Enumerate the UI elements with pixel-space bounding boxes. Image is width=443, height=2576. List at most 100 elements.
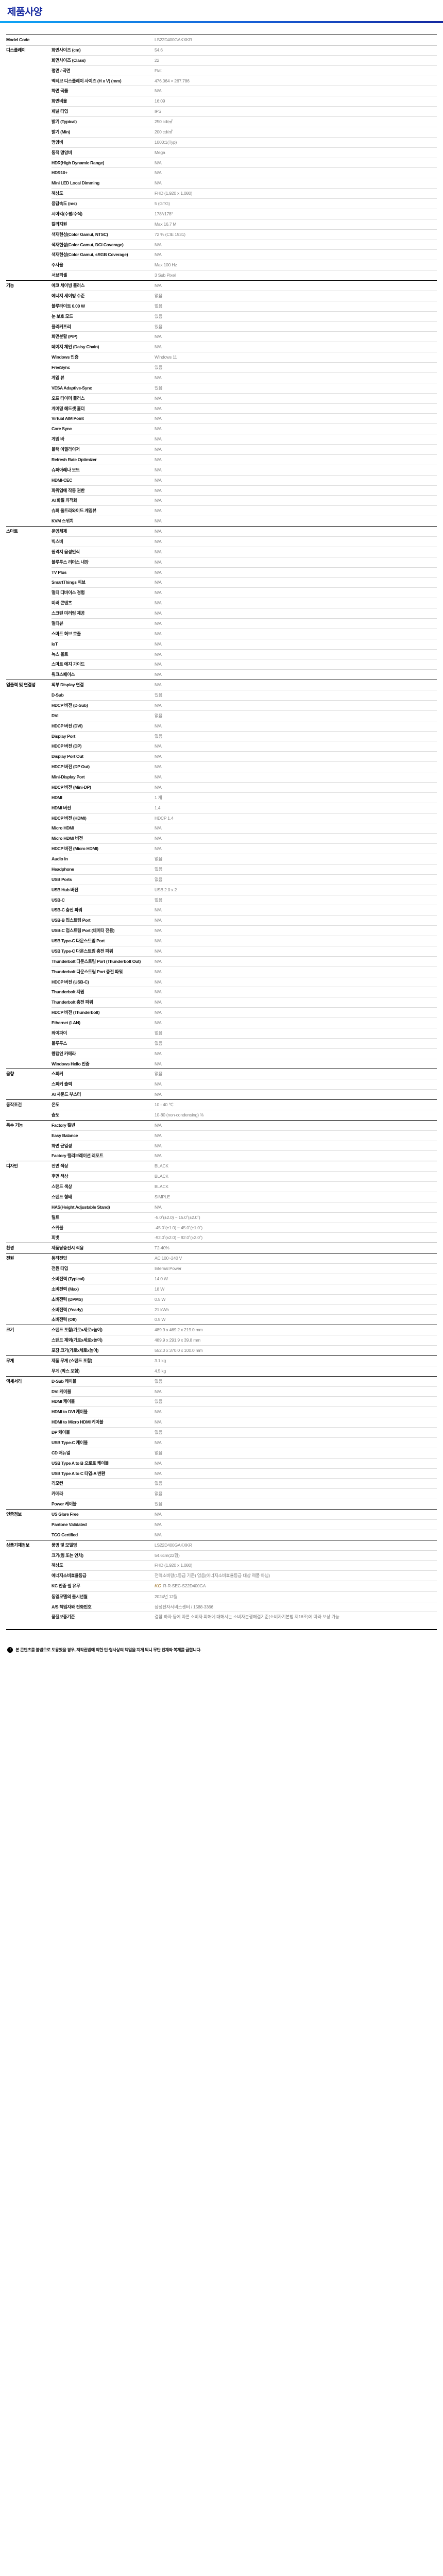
spec-value: N/A	[155, 680, 437, 690]
spec-group-label	[6, 977, 52, 987]
spec-value: 없음	[155, 1447, 437, 1459]
title-rule	[0, 21, 443, 23]
spec-group-label	[6, 926, 52, 936]
spec-label: 색재현성(Color Gamut, NTSC)	[52, 229, 155, 240]
spec-value: 없음	[155, 300, 437, 312]
table-row: Power 케이블 있음	[6, 1499, 437, 1510]
spec-label: HDCP 버전 (D-Sub)	[52, 700, 155, 711]
table-row: 주사율 Max 100 Hz	[6, 260, 437, 270]
spec-group-label	[6, 1612, 52, 1622]
table-row: USB Type-C 다운스트림 Port N/A	[6, 936, 437, 946]
spec-value: N/A	[155, 976, 437, 987]
spec-value: N/A	[155, 157, 437, 168]
table-row: 웹캠인 카메라 N/A	[6, 1048, 437, 1059]
table-row: 소비전력 (DPMS) 0.5 W	[6, 1294, 437, 1304]
table-row: HDMI-CEC N/A	[6, 474, 437, 485]
spec-group-label	[6, 311, 52, 321]
spec-label: USB Type A to B 으로토 케이블	[52, 1458, 155, 1468]
spec-label: 에너지 세이빙 수준	[52, 290, 155, 301]
spec-label: 게이밍 헤드셋 홀더	[52, 403, 155, 414]
spec-label: 녹스 볼트	[52, 649, 155, 659]
spec-group-label	[6, 1571, 52, 1581]
spec-value: N/A	[155, 1130, 437, 1141]
spec-value: 16:09	[155, 96, 437, 107]
spec-label: 주사율	[52, 260, 155, 270]
spec-value: N/A	[155, 1529, 437, 1540]
spec-value: 없음	[155, 854, 437, 865]
spec-value: N/A	[155, 966, 437, 977]
spec-group-label	[6, 1489, 52, 1499]
spec-value: N/A	[155, 587, 437, 598]
spec-group-label	[6, 649, 52, 659]
spec-value: N/A	[155, 167, 437, 178]
spec-group-label	[6, 1346, 52, 1356]
spec-label: 스마트 허브 호출	[52, 628, 155, 639]
table-row: HDMI to Micro HDMI 케이블 N/A	[6, 1417, 437, 1428]
table-row: Thunderbolt 다운스트림 Port 충전 파워 N/A	[6, 966, 437, 977]
spec-value: 476.064 × 267.786	[155, 75, 437, 86]
spec-value: N/A	[155, 987, 437, 997]
table-row: Thunderbolt 충전 파워 N/A	[6, 997, 437, 1008]
spec-label: HDCP 버전 (DP)	[52, 741, 155, 752]
spec-label: 소비전력 (Yearly)	[52, 1304, 155, 1315]
table-row: SmartThings 허브 N/A	[6, 577, 437, 588]
spec-group-label	[6, 107, 52, 117]
copyright-text: 본 콘텐츠를 불법으로 도용했을 경우, 저작권법에 의한 민·형사상의 책임을…	[15, 1648, 201, 1653]
table-row: HDCP 버전 (D-Sub) N/A	[6, 700, 437, 711]
spec-group-label	[6, 301, 52, 311]
spec-label: HDCP 버전 (DP Out)	[52, 761, 155, 772]
spec-group-label: 디스플레이	[6, 44, 52, 56]
spec-value: N/A	[155, 1048, 437, 1059]
spec-value: N/A	[155, 454, 437, 465]
table-row: 색재현성(Color Gamut, DCI Coverage) N/A	[6, 239, 437, 250]
spec-group-label	[6, 424, 52, 434]
spec-value: BLACK	[155, 1171, 437, 1182]
spec-value: 있음	[155, 1499, 437, 1510]
spec-value: N/A	[155, 772, 437, 783]
spec-group-label	[6, 1274, 52, 1284]
table-row: 액티브 디스플레이 사이즈 (H x V) (mm) 476.064 × 267.…	[6, 75, 437, 86]
spec-value: N/A	[155, 1406, 437, 1417]
spec-label: HDMI to DVI 케이블	[52, 1406, 155, 1417]
spec-label: Factory 캘리브레이션 레포트	[52, 1150, 155, 1161]
spec-value: 10-80 (non-condensing) %	[155, 1109, 437, 1121]
table-row: 멀티 디바이스 경험 N/A	[6, 587, 437, 598]
spec-value: 72 % (CIE 1931)	[155, 229, 437, 240]
table-row: USB Type A to B 으로토 케이블 N/A	[6, 1458, 437, 1468]
spec-label: Power 케이블	[52, 1499, 155, 1510]
spec-group-label	[6, 332, 52, 342]
spec-group-label	[6, 250, 52, 260]
spec-value: N/A	[155, 393, 437, 403]
table-row: 인증정보 US Glare Free N/A	[6, 1509, 437, 1520]
table-row: Thunderbolt 지원 N/A	[6, 987, 437, 997]
table-row: FreeSync 있음	[6, 362, 437, 373]
spec-value: N/A	[155, 1437, 437, 1448]
table-row: 화면사이즈 (Class) 22	[6, 55, 437, 66]
spec-group-label	[6, 96, 52, 107]
spec-value: 250 cd/㎡	[155, 116, 437, 127]
spec-value: N/A	[155, 659, 437, 670]
spec-group-label	[6, 864, 52, 874]
table-row: USB Type-C 다운스트림 충전 파워 N/A	[6, 945, 437, 957]
spec-label: 소비전력 (Off)	[52, 1314, 155, 1325]
copyright-notice: ! 본 콘텐츠를 불법으로 도용했을 경우, 저작권법에 의한 민·형사상의 책…	[0, 1630, 443, 1660]
spec-label: 온도	[52, 1099, 155, 1110]
spec-label: Display Port Out	[52, 751, 155, 762]
table-row: Refresh Rate Optimizer N/A	[6, 454, 437, 465]
table-row: 소비전력 (Yearly) 21 kWh	[6, 1304, 437, 1315]
spec-label: 해상도	[52, 188, 155, 199]
spec-group-label: 무게	[6, 1355, 52, 1366]
table-row: 슈퍼 울트라와이드 게임뷰 N/A	[6, 505, 437, 516]
table-row: Mini-Display Port N/A	[6, 772, 437, 783]
spec-label: 동작전압	[52, 1253, 155, 1264]
spec-group-label	[6, 199, 52, 209]
table-row: 원격지 음성인식 N/A	[6, 546, 437, 557]
table-row: 소비전력 (Max) 18 W	[6, 1283, 437, 1295]
spec-value: N/A	[155, 546, 437, 557]
spec-label: 제품 무게 (스탠드 포함)	[52, 1355, 155, 1366]
spec-value: N/A	[155, 1201, 437, 1213]
spec-group-label	[6, 1038, 52, 1048]
spec-group-label	[6, 536, 52, 547]
table-row: Mini LED Local Dimming N/A	[6, 178, 437, 189]
spec-group-label	[6, 55, 52, 65]
